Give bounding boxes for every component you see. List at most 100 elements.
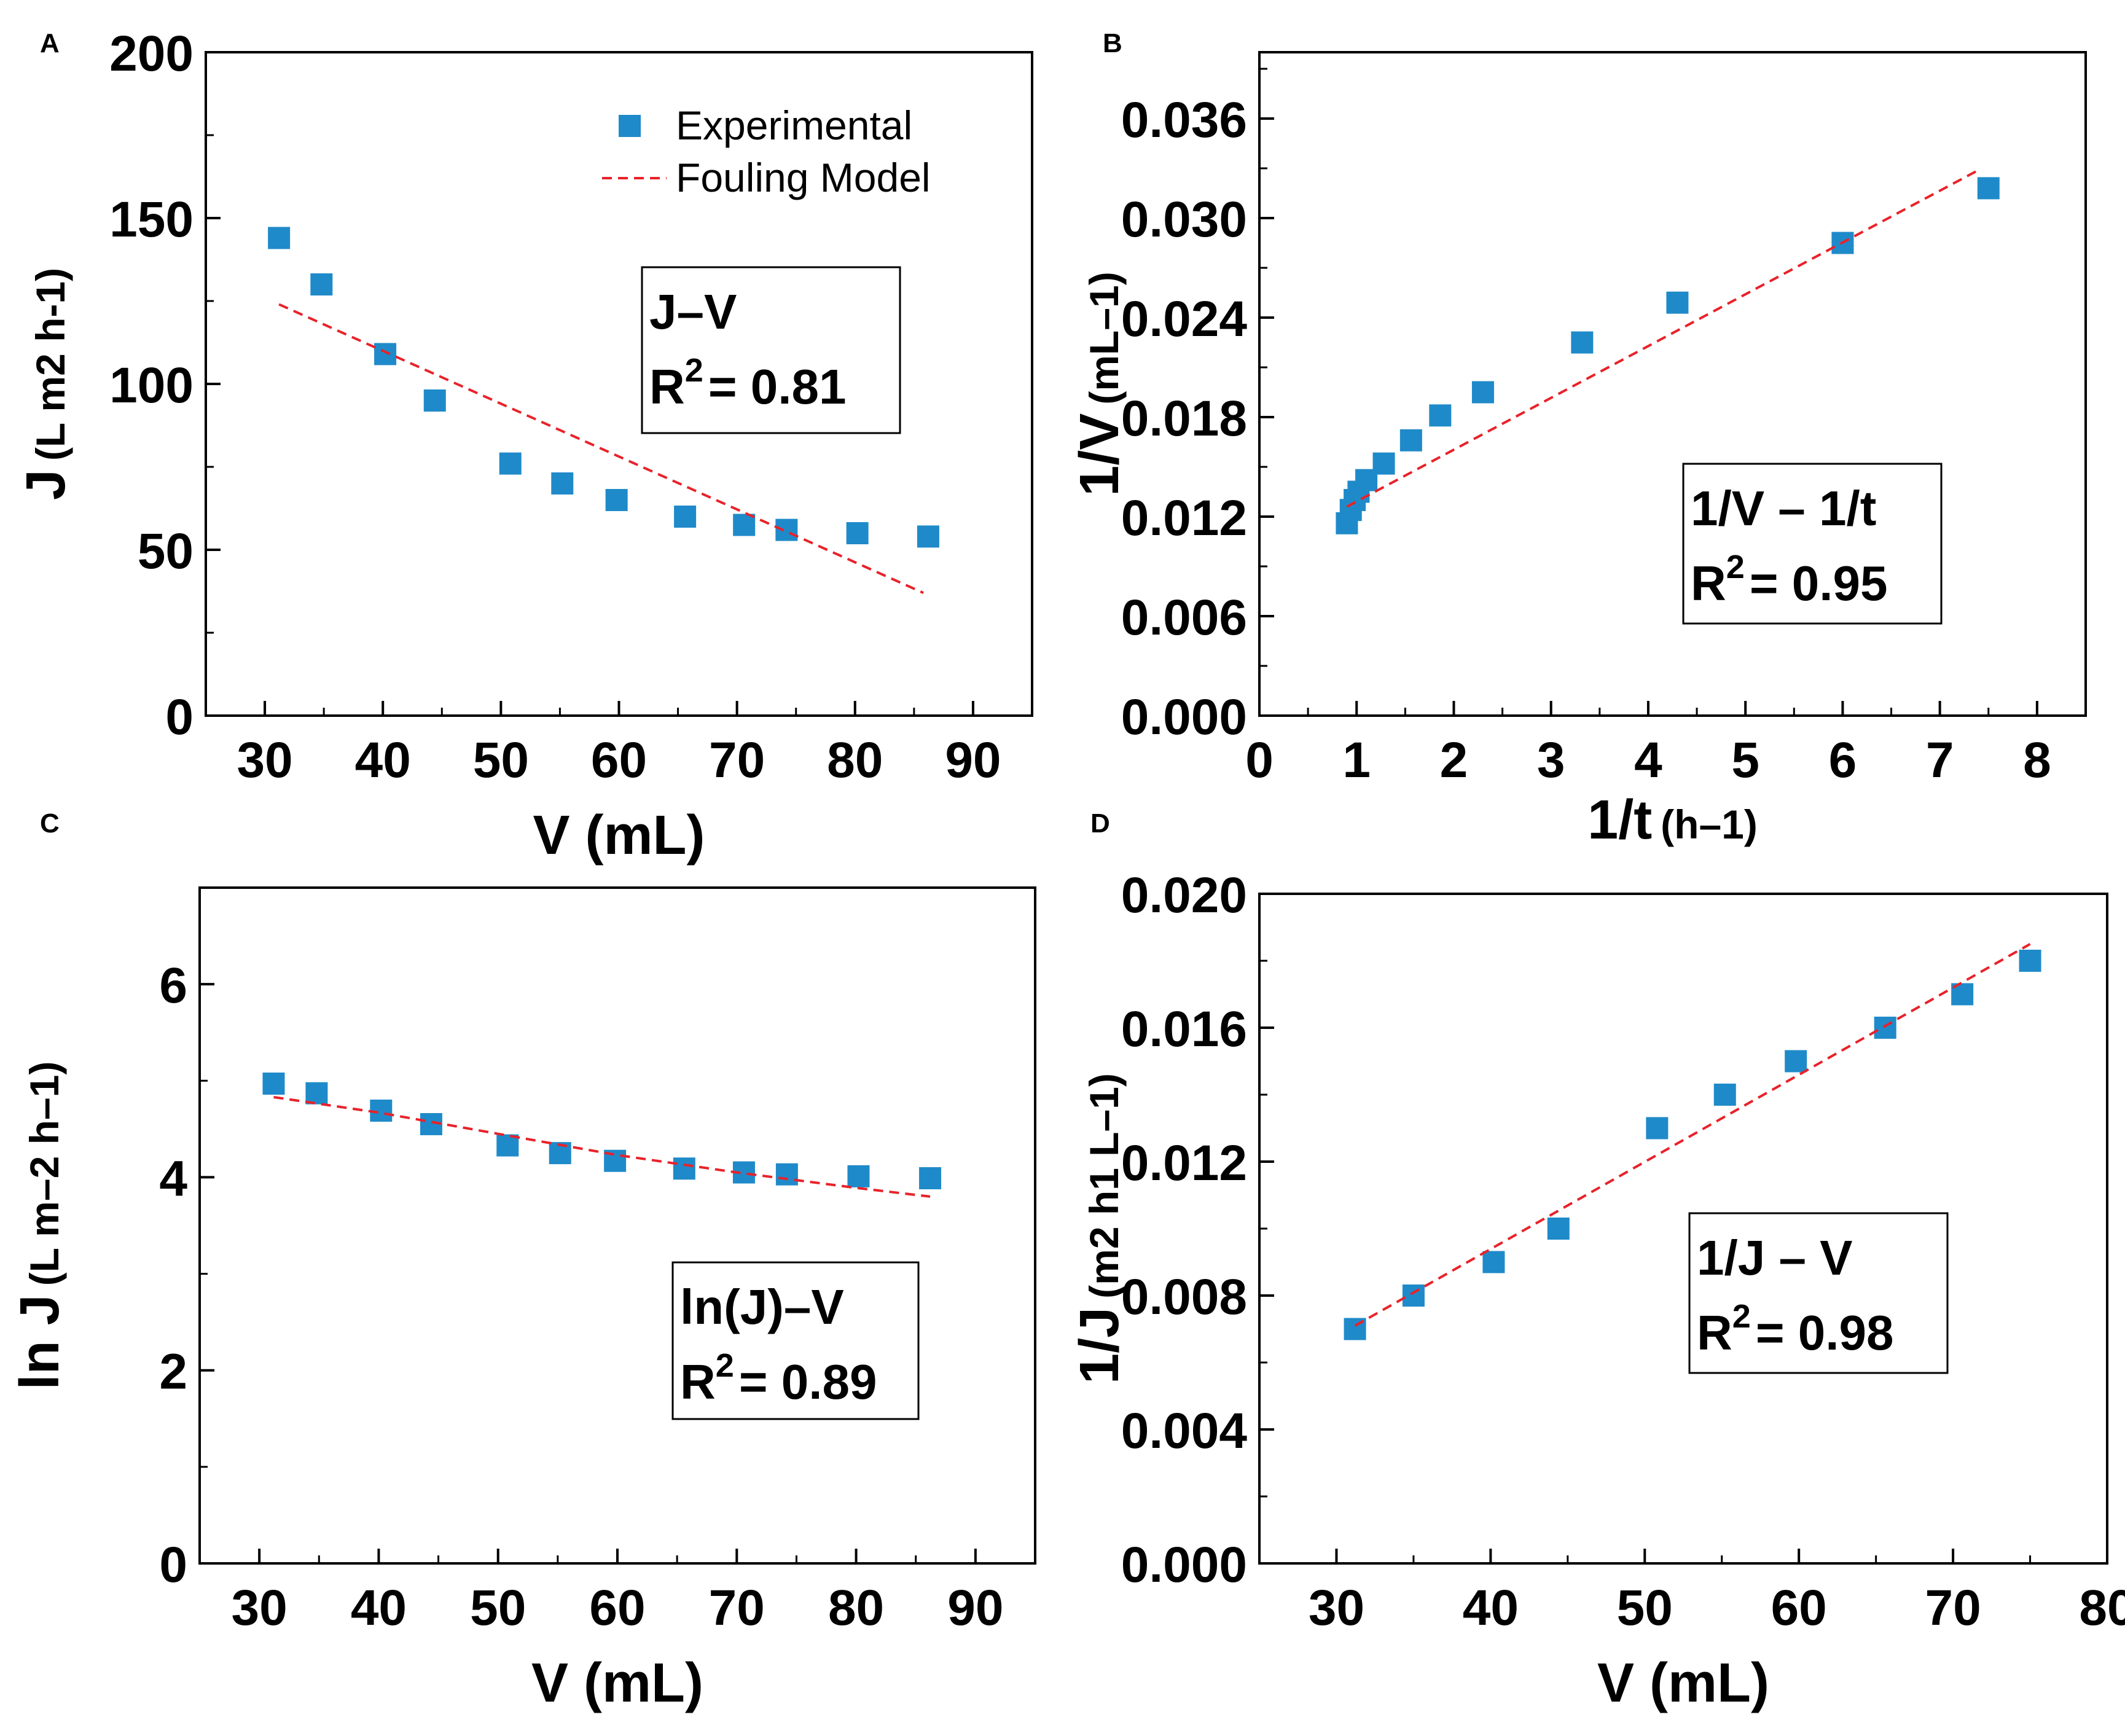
r2-equals: = — [1750, 556, 1792, 611]
data-point — [1713, 1084, 1736, 1106]
panel-b: B 0 1 2 3 4 5 6 7 8 0.000 0.006 0.012 0.018 0.024 0.030… — [1069, 28, 2087, 851]
data-point — [374, 343, 397, 366]
annotation-box — [641, 266, 901, 434]
y-axis-label-unit: (L m2 h-1) — [28, 268, 73, 461]
y-tick-label: 6 — [159, 958, 187, 1014]
data-point — [919, 1167, 942, 1189]
annotation-model: J–V — [649, 284, 737, 339]
x-tick-label: 0 — [1245, 732, 1274, 788]
annotation-model: 1/J – V — [1697, 1230, 1853, 1285]
data-point — [1429, 404, 1452, 427]
x-tick-label: 70 — [709, 732, 765, 788]
data-point — [1482, 1251, 1505, 1273]
data-point — [268, 227, 291, 249]
data-point — [305, 1082, 328, 1105]
y-tick-label: 0.030 — [1121, 192, 1247, 248]
y-axis-label-unit: (m2 h1 L–1) — [1081, 1073, 1127, 1299]
annotation-box — [1688, 1212, 1949, 1374]
r2-equals: = — [1756, 1305, 1798, 1360]
x-tick-label: 30 — [1309, 1580, 1364, 1636]
y-tick-label: 0.000 — [1121, 689, 1247, 745]
y-axis-label: J (L m2 h-1) — [15, 268, 77, 500]
data-point — [1372, 452, 1395, 475]
x-tick-label: 40 — [1463, 1580, 1519, 1636]
y-tick-label: 0.004 — [1121, 1403, 1248, 1459]
x-tick-label: 2 — [1440, 732, 1468, 788]
data-point — [1402, 1284, 1425, 1307]
y-tick-label: 200 — [109, 26, 194, 82]
r2-value: 0.98 — [1798, 1305, 1894, 1360]
r2-value: 0.81 — [751, 359, 847, 414]
x-axis-label: V (mL) — [531, 1652, 703, 1714]
x-tick-label: 90 — [945, 732, 1001, 788]
r2-symbol: R — [680, 1355, 716, 1409]
x-tick-label: 4 — [1634, 732, 1662, 788]
panel-c: C 30 40 50 60 70 80 90 0 2 4 6 V (mL) ln J (L m–2 h–1)… — [9, 808, 1036, 1714]
y-tick-label: 0 — [165, 689, 194, 745]
y-tick-label: 100 — [109, 358, 194, 413]
x-tick-label: 80 — [828, 1580, 884, 1636]
panel-letter: A — [40, 28, 60, 58]
fit-line — [273, 1096, 931, 1198]
plot-frame — [1258, 51, 2087, 717]
data-point — [1471, 381, 1494, 404]
r2-superscript: 2 — [685, 352, 703, 389]
x-tick-label: 70 — [709, 1580, 765, 1636]
y-axis-label-main: J — [15, 469, 77, 500]
x-tick-label: 60 — [589, 1580, 645, 1636]
data-point — [1977, 177, 2000, 200]
y-tick-label: 0.008 — [1121, 1269, 1247, 1325]
r2-symbol: R — [649, 359, 685, 414]
r2-superscript: 2 — [716, 1347, 734, 1384]
y-axis-label-main: ln J — [9, 1294, 71, 1390]
data-point — [1399, 429, 1422, 452]
y-tick-label: 0.000 — [1121, 1537, 1247, 1593]
data-point — [1547, 1218, 1570, 1240]
y-tick-label: 0.006 — [1121, 590, 1247, 646]
x-tick-label: 80 — [2079, 1580, 2125, 1636]
data-point — [846, 522, 869, 544]
data-point — [423, 389, 446, 412]
data-point — [1646, 1117, 1669, 1140]
annotation-r2: R2 = 0.95 — [1691, 549, 1887, 611]
y-tick-label: 50 — [138, 523, 194, 579]
x-tick-label: 1 — [1342, 732, 1371, 788]
r2-value: 0.95 — [1792, 556, 1888, 611]
x-axis-label: V (mL) — [1597, 1652, 1769, 1714]
y-tick-label: 0.016 — [1121, 1001, 1247, 1057]
data-point — [733, 514, 756, 536]
y-tick-label: 150 — [109, 192, 194, 248]
y-tick-label: 0.018 — [1121, 391, 1247, 447]
x-tick-label: 40 — [351, 1580, 407, 1636]
data-point — [1666, 291, 1689, 314]
x-tick-label: 5 — [1731, 732, 1759, 788]
r2-value: 0.89 — [781, 1355, 877, 1409]
data-point — [262, 1073, 285, 1095]
data-point — [1785, 1050, 1807, 1073]
annotation-model: ln(J)–V — [680, 1280, 844, 1334]
x-axis-label-unit: (h–1) — [1661, 802, 1758, 847]
fit-line — [1346, 168, 1979, 508]
x-tick-label: 50 — [473, 732, 529, 788]
data-point — [847, 1165, 870, 1187]
x-tick-label: 60 — [1771, 1580, 1827, 1636]
x-tick-label: 8 — [2023, 732, 2051, 788]
x-tick-label: 50 — [470, 1580, 526, 1636]
data-point — [775, 1163, 798, 1186]
y-tick-label: 4 — [159, 1151, 187, 1206]
data-point — [1571, 331, 1594, 354]
y-tick-label: 2 — [159, 1344, 187, 1400]
x-axis-label: V (mL) — [533, 805, 705, 866]
x-tick-label: 30 — [232, 1580, 288, 1636]
panel-letter: C — [40, 808, 60, 839]
fit-line — [278, 303, 925, 595]
fit-line — [1354, 943, 2031, 1327]
x-axis-label-main: 1/t — [1587, 789, 1652, 851]
y-tick-label: 0.036 — [1121, 92, 1247, 148]
data-point — [775, 518, 798, 541]
data-point — [310, 273, 333, 295]
x-tick-label: 50 — [1617, 1580, 1673, 1636]
legend-marker — [619, 115, 641, 137]
annotation-box — [671, 1261, 920, 1420]
